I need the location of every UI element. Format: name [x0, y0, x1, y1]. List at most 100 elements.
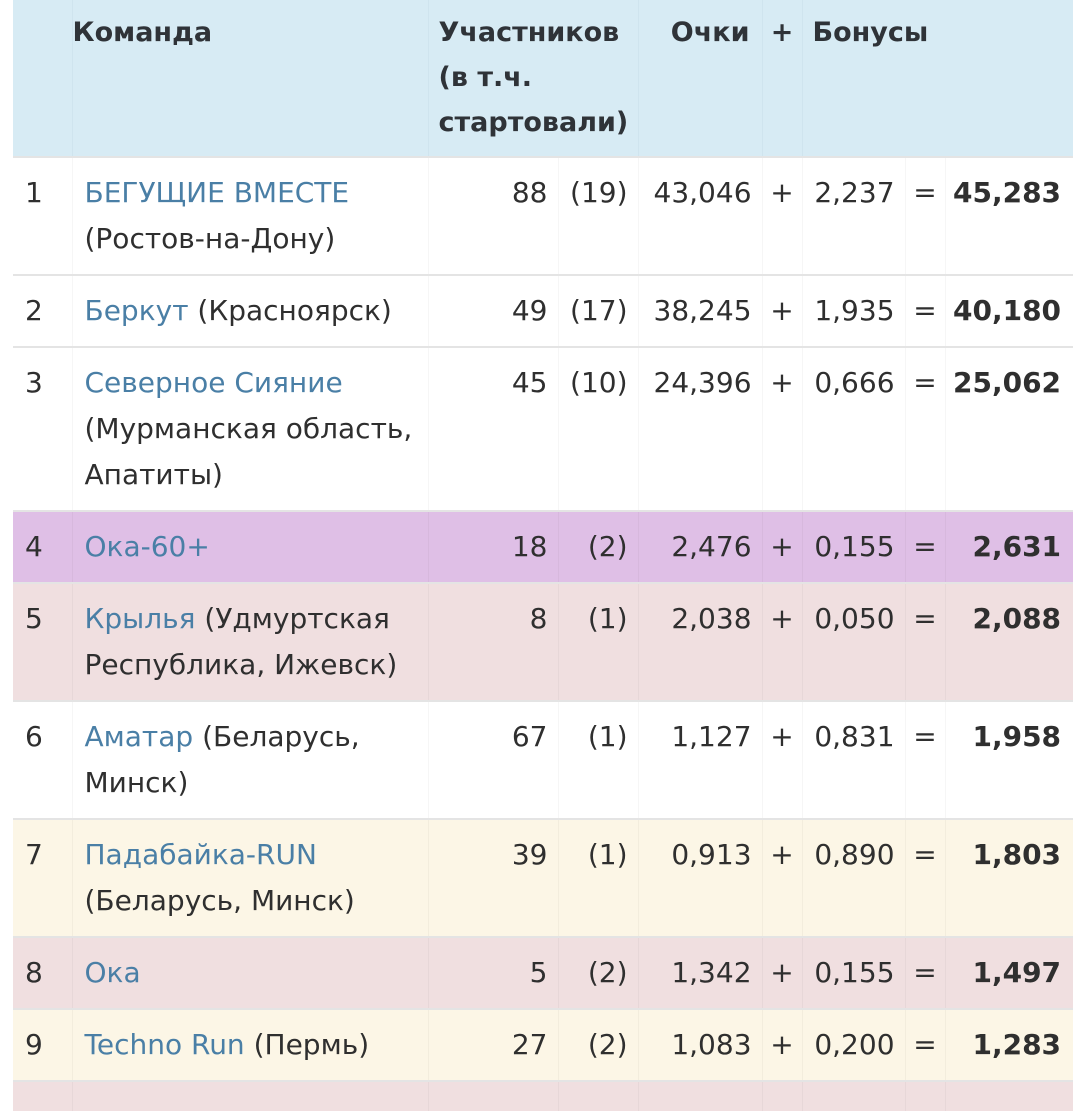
rank-cell: 2 — [25, 294, 43, 327]
total-cell: 2,088 — [945, 583, 1073, 701]
team-cell: Ока-60+ — [72, 511, 428, 583]
rank-cell: 8 — [25, 956, 43, 989]
plus-sign: + — [762, 701, 802, 819]
points-cell: 1,083 — [638, 1009, 762, 1081]
equals-sign: = — [905, 701, 945, 819]
bonus-cell: 0,890 — [802, 819, 905, 937]
rank-cell: 7 — [25, 838, 43, 871]
bonus-cell — [802, 1081, 905, 1111]
plus-sign: + — [762, 347, 802, 511]
equals-sign: = — [905, 157, 945, 275]
participants-cell: 67 — [428, 701, 558, 819]
plus-sign: + — [762, 819, 802, 937]
total-cell: 1,497 — [945, 937, 1073, 1009]
points-cell: 24,396 — [638, 347, 762, 511]
table-row: 2 Беркут (Красноярск) 49 (17) 38,245 + 1… — [13, 275, 1074, 347]
total-cell: 40,180 — [945, 275, 1073, 347]
started-cell — [558, 1081, 638, 1111]
header-team: Команда — [71, 0, 428, 157]
points-cell: 1,127 — [638, 701, 762, 819]
total-cell: 45,283 — [945, 157, 1073, 275]
team-cell: Крылья (Удмуртская Республика, Ижевск) — [72, 583, 428, 701]
rank-cell: 6 — [25, 720, 43, 753]
started-cell: (10) — [558, 347, 638, 511]
bonus-cell: 0,155 — [802, 937, 905, 1009]
equals-sign: = — [905, 347, 945, 511]
team-link[interactable]: БЕГУЩИЕ ВМЕСТЕ — [84, 176, 350, 209]
team-link[interactable]: Северное Сияние — [84, 366, 343, 399]
equals-sign — [905, 1081, 945, 1111]
participants-cell: 8 — [428, 583, 558, 701]
participants-cell: 18 — [428, 511, 558, 583]
plus-sign: + — [762, 583, 802, 701]
started-cell: (1) — [558, 701, 638, 819]
participants-cell: 49 — [428, 275, 558, 347]
team-link[interactable]: Techno Run — [84, 1028, 245, 1061]
participants-cell: 5 — [428, 937, 558, 1009]
total-cell: 2,631 — [945, 511, 1073, 583]
total-cell: 25,062 — [945, 347, 1073, 511]
bonus-cell: 0,050 — [802, 583, 905, 701]
total-cell: 1,283 — [945, 1009, 1073, 1081]
bonus-cell: 0,200 — [802, 1009, 905, 1081]
table-row: 1 БЕГУЩИЕ ВМЕСТЕ (Ростов-на-Дону) 88 (19)… — [13, 157, 1074, 275]
equals-sign: = — [905, 583, 945, 701]
points-cell: 2,476 — [638, 511, 762, 583]
rank-cell: 3 — [25, 366, 43, 399]
participants-cell: 45 — [428, 347, 558, 511]
team-location: (Удмуртская Республика, Ижевск) — [84, 602, 398, 681]
team-cell: Северное Сияние (Мурманская область, Апат… — [72, 347, 428, 511]
table-row: 6 Аматар (Беларусь, Минск) 67 (1) 1,127 … — [13, 701, 1074, 819]
team-cell: БЕГУЩИЕ ВМЕСТЕ (Ростов-на-Дону) — [72, 157, 428, 275]
participants-cell: 27 — [428, 1009, 558, 1081]
rank-cell: 1 — [25, 176, 43, 209]
team-link[interactable]: Ока-60+ — [84, 530, 210, 563]
team-link[interactable]: Крылья — [84, 602, 196, 635]
team-location: (Мурманская область, Апатиты) — [84, 412, 413, 491]
participants-cell: 88 — [428, 157, 558, 275]
team-location: (Пермь) — [253, 1028, 370, 1061]
participants-cell — [428, 1081, 558, 1111]
points-cell: 1,342 — [638, 937, 762, 1009]
rank-cell: 4 — [25, 530, 43, 563]
bonus-cell: 1,935 — [802, 275, 905, 347]
team-cell: Аматар (Беларусь, Минск) — [72, 701, 428, 819]
team-link[interactable]: Беркут — [84, 294, 189, 327]
team-location: (Красноярск) — [197, 294, 392, 327]
rank-cell: 9 — [25, 1028, 43, 1061]
team-cell: Беркут (Красноярск) — [72, 275, 428, 347]
participants-cell: 39 — [428, 819, 558, 937]
team-link[interactable]: Падабайка-RUN — [84, 838, 317, 871]
team-location: (Беларусь, Минск) — [84, 884, 355, 917]
bonus-cell: 2,237 — [802, 157, 905, 275]
plus-sign: + — [762, 511, 802, 583]
team-link[interactable]: Аматар — [84, 720, 194, 753]
equals-sign: = — [905, 819, 945, 937]
team-cell: Techno Run (Пермь) — [72, 1009, 428, 1081]
started-cell: (19) — [558, 157, 638, 275]
total-cell: 1,958 — [945, 701, 1073, 819]
team-cell — [72, 1081, 428, 1111]
equals-sign: = — [905, 275, 945, 347]
points-cell: 2,038 — [638, 583, 762, 701]
team-cell: Падабайка-RUN (Беларусь, Минск) — [72, 819, 428, 937]
points-cell: 43,046 — [638, 157, 762, 275]
points-cell: 38,245 — [638, 275, 762, 347]
table-header-row: Команда Участников (в т.ч. стартовали) О… — [13, 0, 1074, 157]
equals-sign: = — [905, 511, 945, 583]
plus-sign — [762, 1081, 802, 1111]
plus-sign: + — [762, 157, 802, 275]
plus-sign: + — [762, 275, 802, 347]
rank-cell: 5 — [25, 602, 43, 635]
rank-cell — [13, 1081, 72, 1111]
team-link[interactable]: Ока — [84, 956, 141, 989]
equals-sign: = — [905, 937, 945, 1009]
started-cell: (2) — [558, 937, 638, 1009]
table-row: 5 Крылья (Удмуртская Республика, Ижевск)… — [13, 583, 1074, 701]
table-row: 7 Падабайка-RUN (Беларусь, Минск) 39 (1) … — [13, 819, 1074, 937]
started-cell: (17) — [558, 275, 638, 347]
started-cell: (1) — [558, 819, 638, 937]
started-cell: (1) — [558, 583, 638, 701]
started-cell: (2) — [558, 1009, 638, 1081]
table-row: 9 Techno Run (Пермь) 27 (2) 1,083 + 0,20… — [13, 1009, 1074, 1081]
